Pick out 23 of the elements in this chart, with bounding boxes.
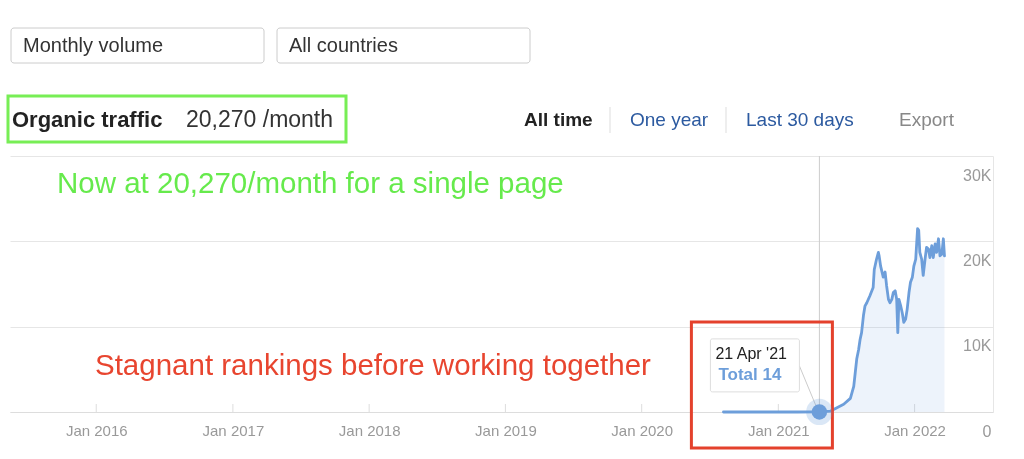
annotation: Stagnant rankings before working together — [95, 348, 652, 381]
annotation: Total 14 — [718, 364, 782, 384]
y-tick-label: 20K — [963, 251, 992, 269]
x-tick-label: Jan 2022 — [884, 421, 946, 439]
text: All countries — [289, 33, 398, 56]
text: Last 30 days — [746, 109, 854, 130]
x-tick-label: Jan 2017 — [202, 421, 265, 439]
y-tick-label: 0 — [982, 422, 992, 440]
annotation: 21 Apr '21 — [715, 344, 788, 362]
x-tick-label: Jan 2019 — [475, 421, 537, 439]
x-tick-label: Jan 2021 — [747, 421, 810, 439]
chart-title: Organic traffic — [12, 107, 163, 132]
text: One year — [630, 109, 709, 130]
chart-subtitle: 20,270 /month — [186, 106, 334, 132]
x-tick-label: Jan 2018 — [338, 421, 401, 439]
text: All time — [524, 109, 593, 130]
annotation: Now at 20,270/month for a single page — [57, 166, 564, 199]
x-tick-label: Jan 2020 — [611, 421, 674, 439]
text: Monthly volume — [23, 33, 164, 56]
y-tick-label: 10K — [963, 337, 992, 355]
text: Export — [899, 109, 955, 130]
x-tick-label: Jan 2016 — [65, 421, 128, 439]
y-tick-label: 30K — [963, 166, 992, 184]
